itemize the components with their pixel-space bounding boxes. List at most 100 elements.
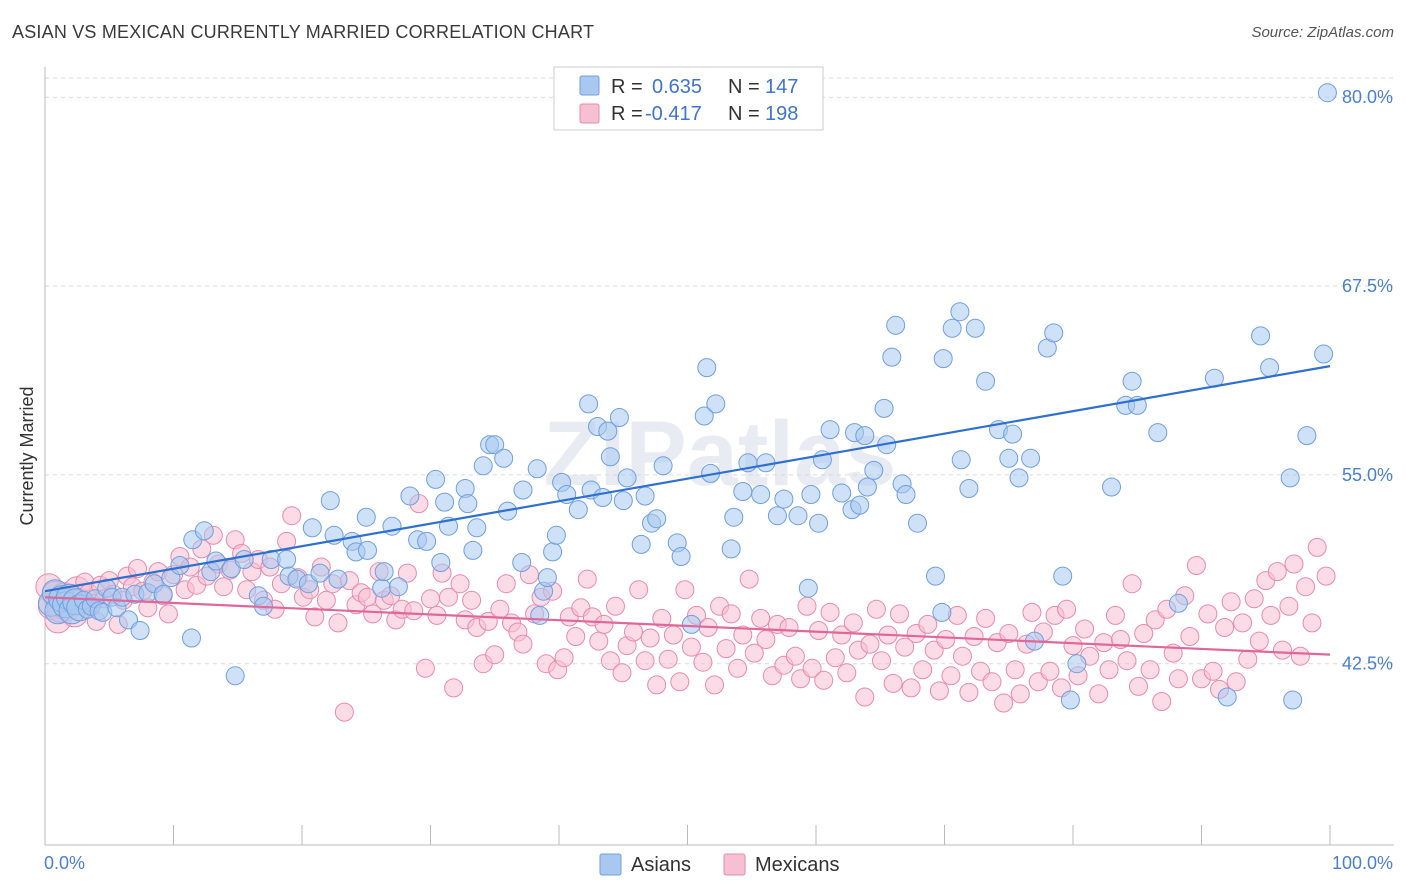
asians-point — [850, 495, 870, 515]
mexicans-point — [462, 590, 482, 610]
asians-point — [959, 479, 979, 498]
asians-n-label: N = — [728, 76, 760, 98]
asians-point — [358, 540, 377, 560]
mexicans-point — [1284, 554, 1304, 574]
mexicans-point — [1316, 566, 1336, 586]
mexicans-point — [1180, 627, 1200, 646]
asians-point — [635, 486, 655, 506]
asians-point — [832, 483, 852, 503]
asians-point — [234, 550, 254, 569]
asians-point — [473, 456, 493, 476]
asians-point — [598, 421, 618, 441]
mexicans-point — [554, 648, 574, 668]
asians-point — [926, 566, 945, 586]
legend-mexicans-label: Mexicans — [755, 854, 839, 876]
asians-r-value: 0.635 — [652, 76, 702, 98]
asians-point — [600, 447, 620, 467]
mexicans-point — [652, 608, 672, 628]
y-axis-title: Currently Married — [17, 386, 37, 525]
mexicans-point — [860, 634, 880, 654]
asians-point — [400, 486, 420, 506]
asians-point — [194, 521, 214, 541]
asians-point — [774, 489, 794, 509]
asians-point — [681, 614, 701, 634]
mexicans-point — [797, 596, 817, 616]
mexicans-point — [953, 646, 972, 666]
asians-point — [458, 494, 478, 514]
mexicans-point — [721, 604, 741, 624]
asians-point — [874, 398, 894, 418]
asians-point — [1122, 371, 1142, 391]
asians-point — [896, 485, 916, 504]
mexicans-point — [739, 569, 759, 589]
asians-swatch — [579, 75, 600, 96]
asians-point — [388, 577, 408, 597]
asians-point — [733, 482, 753, 501]
x-ticks — [44, 825, 1331, 845]
asians-point — [671, 547, 691, 566]
asians-point — [976, 371, 996, 391]
asians-point — [328, 569, 348, 589]
y-tick-label: 80.0% — [1342, 87, 1393, 107]
mexicans-point — [982, 672, 1002, 692]
y-tick-label: 67.5% — [1342, 276, 1393, 296]
mexicans-point — [929, 681, 949, 701]
mexicans-point — [820, 602, 840, 622]
mexicans-point — [415, 658, 435, 678]
asians-point — [694, 406, 714, 426]
mexicans-point — [629, 580, 649, 600]
asians-point — [593, 488, 613, 507]
mexicans-point — [577, 569, 597, 589]
asians-point — [647, 509, 667, 529]
asians-point — [798, 578, 818, 598]
asians-point — [467, 518, 487, 538]
asians-point — [706, 394, 726, 414]
asians-point — [950, 302, 970, 322]
asians-point — [767, 506, 787, 526]
asians-point — [568, 500, 588, 520]
x-tick-label-max: 100.0% — [1332, 853, 1393, 873]
mexicans-point — [1099, 660, 1119, 680]
series-legend: Asians Mexicans — [599, 853, 839, 876]
asians-point — [494, 448, 514, 468]
mexicans-point — [397, 563, 417, 583]
mexicans-point — [1233, 613, 1253, 633]
asians-point — [153, 584, 173, 604]
asians-point — [908, 513, 927, 533]
mexicans-point — [404, 601, 424, 621]
asians-point — [579, 394, 599, 414]
asians-point — [697, 358, 717, 378]
mexicans-point — [1117, 651, 1137, 671]
asians-point — [513, 480, 533, 500]
mexicans-point — [751, 608, 771, 628]
mexicans-points — [35, 494, 1336, 722]
mexicans-point — [1105, 605, 1125, 625]
mexicans-point — [496, 574, 516, 594]
asians-point — [724, 507, 744, 527]
mexicans-point — [282, 506, 302, 526]
asians-points — [37, 83, 1337, 710]
asians-point — [965, 318, 985, 338]
mexicans-point — [1249, 631, 1269, 651]
mexicans-point — [733, 625, 753, 645]
asians-point — [225, 666, 245, 686]
asians-point — [374, 562, 394, 582]
asians-point — [463, 540, 483, 560]
asians-point — [801, 485, 821, 504]
mexicans-point — [624, 622, 643, 642]
mexicans-point — [855, 687, 875, 707]
mexicans-point — [1152, 692, 1172, 711]
asians-point — [721, 539, 741, 559]
mexicans-swatch — [579, 103, 600, 124]
asians-point — [886, 315, 906, 335]
mexicans-point — [485, 645, 505, 665]
y-tick-labels: 42.5% 55.0% 67.5% 80.0% — [1342, 87, 1393, 674]
asians-point — [1283, 690, 1303, 710]
asians-point — [543, 542, 563, 562]
x-tick-label-min: 0.0% — [44, 853, 85, 873]
mexicans-point — [158, 604, 178, 624]
mexicans-point — [663, 625, 683, 645]
mexicans-point — [756, 630, 776, 649]
mexicans-point — [594, 614, 614, 634]
mexicans-point — [779, 618, 799, 637]
